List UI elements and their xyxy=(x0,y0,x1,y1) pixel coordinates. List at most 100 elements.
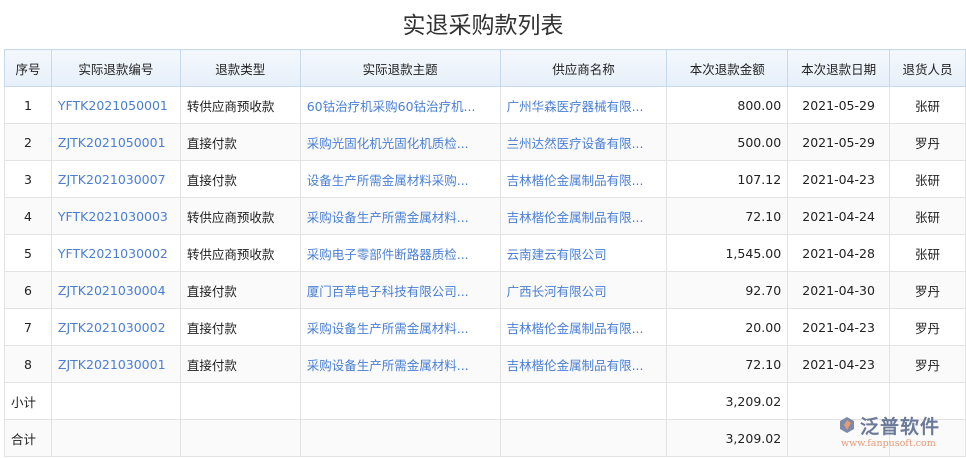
seq-cell: 2 xyxy=(4,123,52,161)
amount-cell: 107.12 xyxy=(666,160,789,198)
person-cell: 张研 xyxy=(889,234,966,272)
refund-no-link[interactable]: YFTK2021030003 xyxy=(50,197,181,235)
table-row: 1 YFTK2021050001 转供应商预收款 60钴治疗机采购60钴治疗机... 广… xyxy=(4,86,966,124)
date-cell: 2021-04-30 xyxy=(787,271,891,309)
refund-no-link[interactable]: ZJTK2021030004 xyxy=(50,271,181,309)
seq-cell: 4 xyxy=(4,197,52,235)
person-cell: 张研 xyxy=(889,160,966,198)
column-header[interactable]: 退款类型 xyxy=(179,49,301,87)
subtotal-amount: 3,209.02 xyxy=(666,382,789,420)
refund-no-link[interactable]: YFTK2021030002 xyxy=(50,234,181,272)
empty-cell xyxy=(50,382,181,420)
column-header[interactable]: 退货人员 xyxy=(889,49,966,87)
refund-subject-link[interactable]: 设备生产所需金属材料采购... xyxy=(299,160,501,198)
person-cell: 张研 xyxy=(889,86,966,124)
person-cell: 罗丹 xyxy=(889,271,966,309)
supplier-link[interactable]: 吉林楷伦金属制品有限... xyxy=(499,308,668,346)
seq-cell: 1 xyxy=(4,86,52,124)
logo-mark-icon xyxy=(840,417,854,433)
empty-cell xyxy=(179,382,301,420)
amount-cell: 72.10 xyxy=(666,345,789,383)
refund-type-cell: 直接付款 xyxy=(179,160,301,198)
refund-no-link[interactable]: YFTK2021050001 xyxy=(50,86,181,124)
amount-cell: 1,545.00 xyxy=(666,234,789,272)
date-cell: 2021-04-24 xyxy=(787,197,891,235)
seq-cell: 7 xyxy=(4,308,52,346)
person-cell: 张研 xyxy=(889,197,966,235)
refund-type-cell: 直接付款 xyxy=(179,271,301,309)
amount-cell: 72.10 xyxy=(666,197,789,235)
amount-cell: 500.00 xyxy=(666,123,789,161)
empty-cell xyxy=(299,419,501,457)
seq-cell: 6 xyxy=(4,271,52,309)
amount-cell: 20.00 xyxy=(666,308,789,346)
table-row: 6 ZJTK2021030004 直接付款 厦门百草电子科技有限公司... 广西长河有限… xyxy=(4,271,966,309)
column-header[interactable]: 序号 xyxy=(4,49,52,87)
refund-type-cell: 直接付款 xyxy=(179,345,301,383)
subtotal-label: 小计 xyxy=(4,382,52,420)
refund-subject-link[interactable]: 采购设备生产所需金属材料... xyxy=(299,345,501,383)
date-cell: 2021-04-23 xyxy=(787,160,891,198)
person-cell: 罗丹 xyxy=(889,123,966,161)
seq-cell: 8 xyxy=(4,345,52,383)
empty-cell xyxy=(50,419,181,457)
table-row: 3 ZJTK2021030007 直接付款 设备生产所需金属材料采购... 吉林楷伦金属… xyxy=(4,160,966,198)
total-row: 合计 3,209.02 xyxy=(4,419,966,457)
table-row: 8 ZJTK2021030001 直接付款 采购设备生产所需金属材料... 吉林楷伦金属… xyxy=(4,345,966,383)
column-header[interactable]: 供应商名称 xyxy=(499,49,668,87)
empty-cell xyxy=(889,419,966,457)
refund-subject-link[interactable]: 60钴治疗机采购60钴治疗机... xyxy=(299,86,501,124)
supplier-link[interactable]: 吉林楷伦金属制品有限... xyxy=(499,345,668,383)
subtotal-row: 小计 3,209.02 xyxy=(4,382,966,420)
refund-no-link[interactable]: ZJTK2021050001 xyxy=(50,123,181,161)
supplier-link[interactable]: 吉林楷伦金属制品有限... xyxy=(499,160,668,198)
column-header[interactable]: 实际退款主题 xyxy=(299,49,501,87)
supplier-link[interactable]: 广州华森医疗器械有限... xyxy=(499,86,668,124)
seq-cell: 5 xyxy=(4,234,52,272)
empty-cell xyxy=(787,419,891,457)
table-row: 4 YFTK2021030003 转供应商预收款 采购设备生产所需金属材料... 吉林楷… xyxy=(4,197,966,235)
date-cell: 2021-04-23 xyxy=(787,308,891,346)
logo-url: www.fanpusoft.com xyxy=(841,438,936,449)
refund-subject-link[interactable]: 采购光固化机光固化机质检... xyxy=(299,123,501,161)
fanpu-logo: 泛普软件 www.fanpusoft.com xyxy=(838,412,964,456)
seq-cell: 3 xyxy=(4,160,52,198)
refund-subject-link[interactable]: 采购设备生产所需金属材料... xyxy=(299,308,501,346)
supplier-link[interactable]: 吉林楷伦金属制品有限... xyxy=(499,197,668,235)
refund-subject-link[interactable]: 采购电子零部件断路器质检... xyxy=(299,234,501,272)
column-header[interactable]: 本次退款日期 xyxy=(787,49,891,87)
column-header[interactable]: 实际退款编号 xyxy=(50,49,181,87)
empty-cell xyxy=(299,382,501,420)
refund-table: 序号 实际退款编号 退款类型 实际退款主题 供应商名称 本次退款金额 本次退款日期 退货人员 … xyxy=(4,49,966,457)
date-cell: 2021-05-29 xyxy=(787,86,891,124)
supplier-link[interactable]: 广西长河有限公司 xyxy=(499,271,668,309)
refund-subject-link[interactable]: 采购设备生产所需金属材料... xyxy=(299,197,501,235)
date-cell: 2021-04-28 xyxy=(787,234,891,272)
refund-no-link[interactable]: ZJTK2021030001 xyxy=(50,345,181,383)
column-header[interactable]: 本次退款金额 xyxy=(666,49,789,87)
refund-type-cell: 转供应商预收款 xyxy=(179,197,301,235)
refund-subject-link[interactable]: 厦门百草电子科技有限公司... xyxy=(299,271,501,309)
supplier-link[interactable]: 云南建云有限公司 xyxy=(499,234,668,272)
amount-cell: 92.70 xyxy=(666,271,789,309)
page-title: 实退采购款列表 xyxy=(402,13,564,39)
table-row: 5 YFTK2021030002 转供应商预收款 采购电子零部件断路器质检... 云南建… xyxy=(4,234,966,272)
logo-text: 泛普软件 xyxy=(860,416,941,438)
refund-no-link[interactable]: ZJTK2021030002 xyxy=(50,308,181,346)
date-cell: 2021-04-23 xyxy=(787,345,891,383)
person-cell: 罗丹 xyxy=(889,308,966,346)
person-cell: 罗丹 xyxy=(889,345,966,383)
supplier-link[interactable]: 兰州达然医疗设备有限... xyxy=(499,123,668,161)
refund-type-cell: 转供应商预收款 xyxy=(179,234,301,272)
empty-cell xyxy=(499,419,668,457)
empty-cell xyxy=(499,382,668,420)
table-row: 2 ZJTK2021050001 直接付款 采购光固化机光固化机质检... 兰州达然医疗… xyxy=(4,123,966,161)
refund-no-link[interactable]: ZJTK2021030007 xyxy=(50,160,181,198)
empty-cell xyxy=(179,419,301,457)
date-cell: 2021-05-29 xyxy=(787,123,891,161)
amount-cell: 800.00 xyxy=(666,86,789,124)
refund-type-cell: 直接付款 xyxy=(179,123,301,161)
refund-type-cell: 转供应商预收款 xyxy=(179,86,301,124)
total-amount: 3,209.02 xyxy=(666,419,789,457)
refund-type-cell: 直接付款 xyxy=(179,308,301,346)
